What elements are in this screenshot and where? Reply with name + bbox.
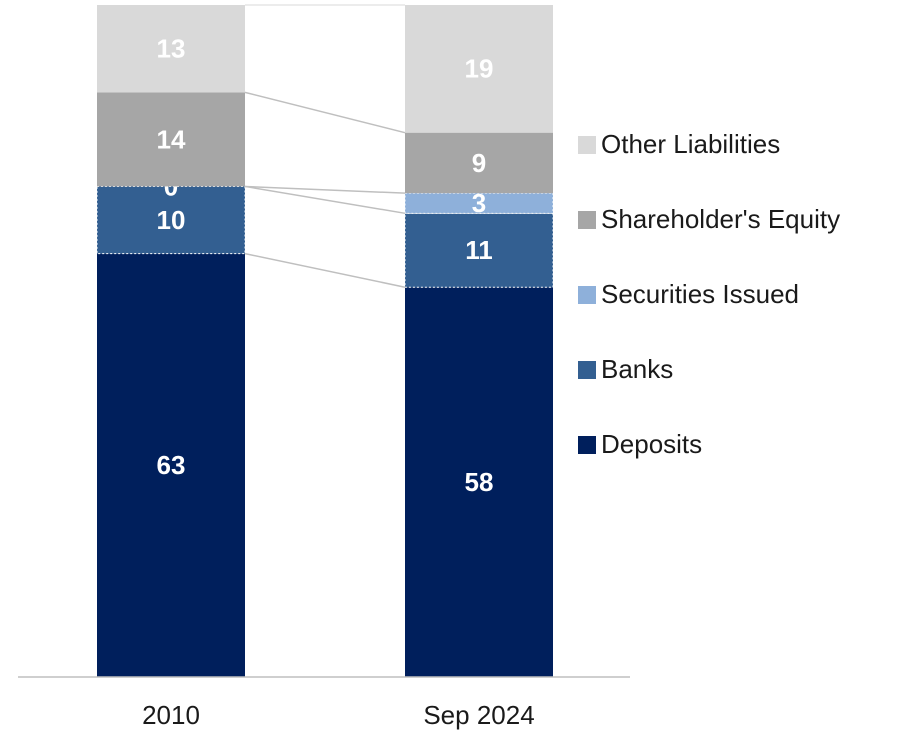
bar-segment [97,92,245,187]
bar-segment [97,5,245,93]
connector-line [244,185,406,194]
legend-label: Deposits [601,429,702,459]
bar-segment [405,5,553,133]
data-label: 3 [472,188,486,218]
connector-line [244,91,406,134]
bar-segment [405,287,553,677]
data-label: 10 [157,205,186,235]
data-label: 14 [157,124,186,154]
bar-segment [405,132,553,194]
connector-line [244,252,406,288]
data-label: 13 [157,34,186,64]
connector-line [244,185,406,215]
legend-swatch [578,136,596,154]
legend-label: Securities Issued [601,279,799,309]
legend-swatch [578,436,596,454]
x-tick-label: 2010 [142,700,200,730]
x-tick-label: Sep 2024 [423,700,534,730]
legend-label: Shareholder's Equity [601,204,840,234]
bar-segment [96,185,246,255]
legend-swatch [578,211,596,229]
data-label: 11 [465,235,493,265]
legend-swatch [578,361,596,379]
legend-swatch [578,286,596,304]
bar-segment [404,212,554,288]
legend-label: Banks [601,354,673,384]
bar-segment [97,253,245,677]
data-label: 19 [465,54,494,84]
legend-label: Other Liabilities [601,129,780,159]
data-label: 58 [465,467,494,497]
data-label: 63 [157,450,186,480]
data-label: 9 [472,148,486,178]
bar-segment [404,192,554,214]
